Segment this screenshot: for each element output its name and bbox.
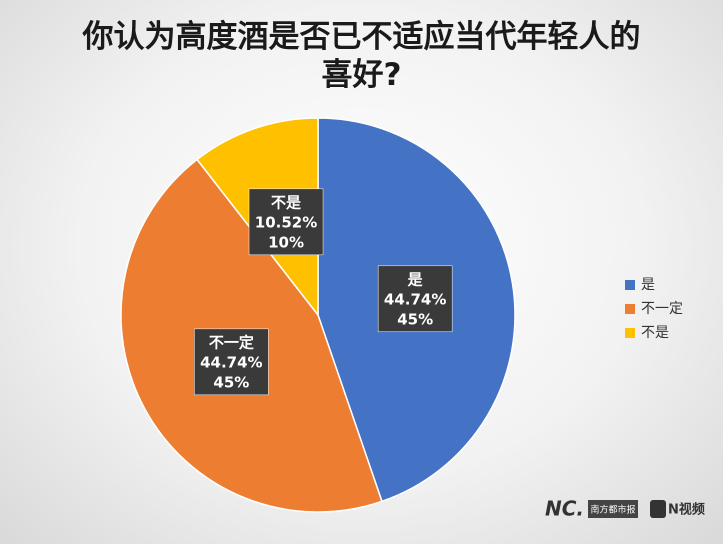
data-label-name: 不一定 [209,333,254,351]
data-label-box [194,328,269,396]
data-label: 是 44.74% 45% [377,265,453,333]
data-label-box [248,188,324,256]
data-label: 不是 10.52% 10% [248,188,324,256]
legend-label: 不一定 [641,301,683,317]
legend-swatch [625,280,635,290]
data-label-rounded: 10% [268,233,304,251]
watermark: NC. 南方都市报 N视频 [545,497,705,521]
data-label-percent: 10.52% [255,213,317,231]
legend-swatch [625,304,635,314]
data-label-name: 不是 [271,193,302,211]
data-label-rounded: 45% [213,373,249,391]
data-label-percent: 44.74% [200,353,262,371]
data-label-rounded: 45% [397,310,433,328]
watermark-icon [650,500,666,518]
data-label-percent: 44.74% [384,290,446,308]
watermark-text: N视频 [668,502,705,518]
data-label-name: 是 [407,270,424,288]
legend-swatch [625,328,635,338]
chart-title: 你认为高度酒是否已不适应当代年轻人的喜好? [82,19,641,93]
watermark-logo: NC. [545,497,584,521]
data-label: 不一定 44.74% 45% [194,328,269,396]
legend-label: 是 [641,277,655,293]
watermark-box [588,500,638,518]
legend-label: 不是 [641,325,669,341]
data-label-box [377,265,453,333]
watermark-text: 南方都市报 [590,504,635,516]
